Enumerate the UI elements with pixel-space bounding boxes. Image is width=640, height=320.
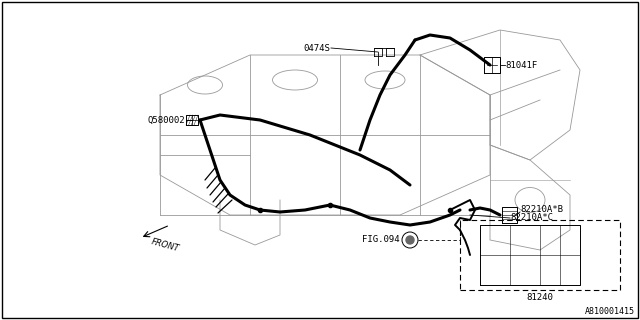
Text: 0474S: 0474S xyxy=(303,44,330,52)
Text: 82210A*B: 82210A*B xyxy=(520,205,563,214)
Text: 82210A*C: 82210A*C xyxy=(510,213,553,222)
Text: A810001415: A810001415 xyxy=(585,307,635,316)
Text: FRONT: FRONT xyxy=(150,237,180,253)
Text: FIG.094: FIG.094 xyxy=(362,236,400,244)
Circle shape xyxy=(406,236,414,244)
Text: Q580002: Q580002 xyxy=(147,116,185,124)
Text: 81240: 81240 xyxy=(527,293,554,302)
Text: 81041F: 81041F xyxy=(505,60,537,69)
